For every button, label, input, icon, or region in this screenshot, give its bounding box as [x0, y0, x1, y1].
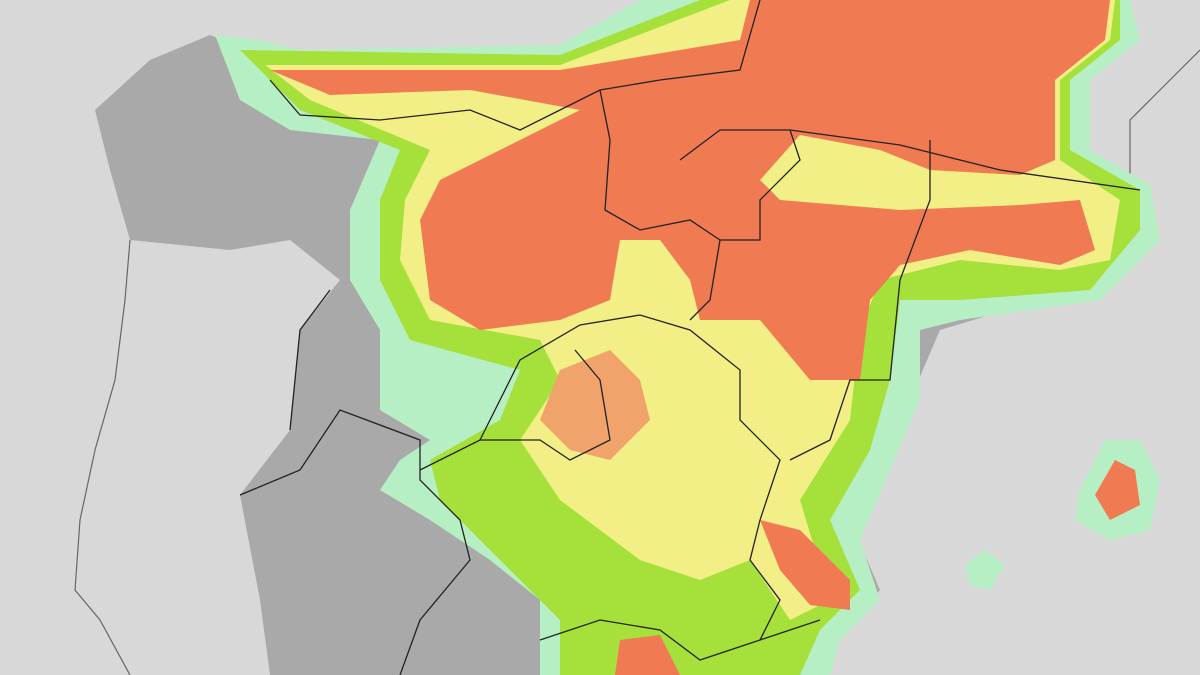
ibiza-heat	[965, 550, 1005, 590]
heat-orange-north	[270, 0, 1110, 380]
heat-orange-center	[540, 350, 650, 460]
heat-orange-south	[615, 635, 680, 675]
balearic-heat-inner	[1095, 460, 1140, 520]
heat-orange-southeast	[760, 520, 850, 610]
portugal-coast	[74, 239, 131, 675]
region-borders	[239, 0, 1141, 675]
france-coast	[1129, 49, 1200, 180]
